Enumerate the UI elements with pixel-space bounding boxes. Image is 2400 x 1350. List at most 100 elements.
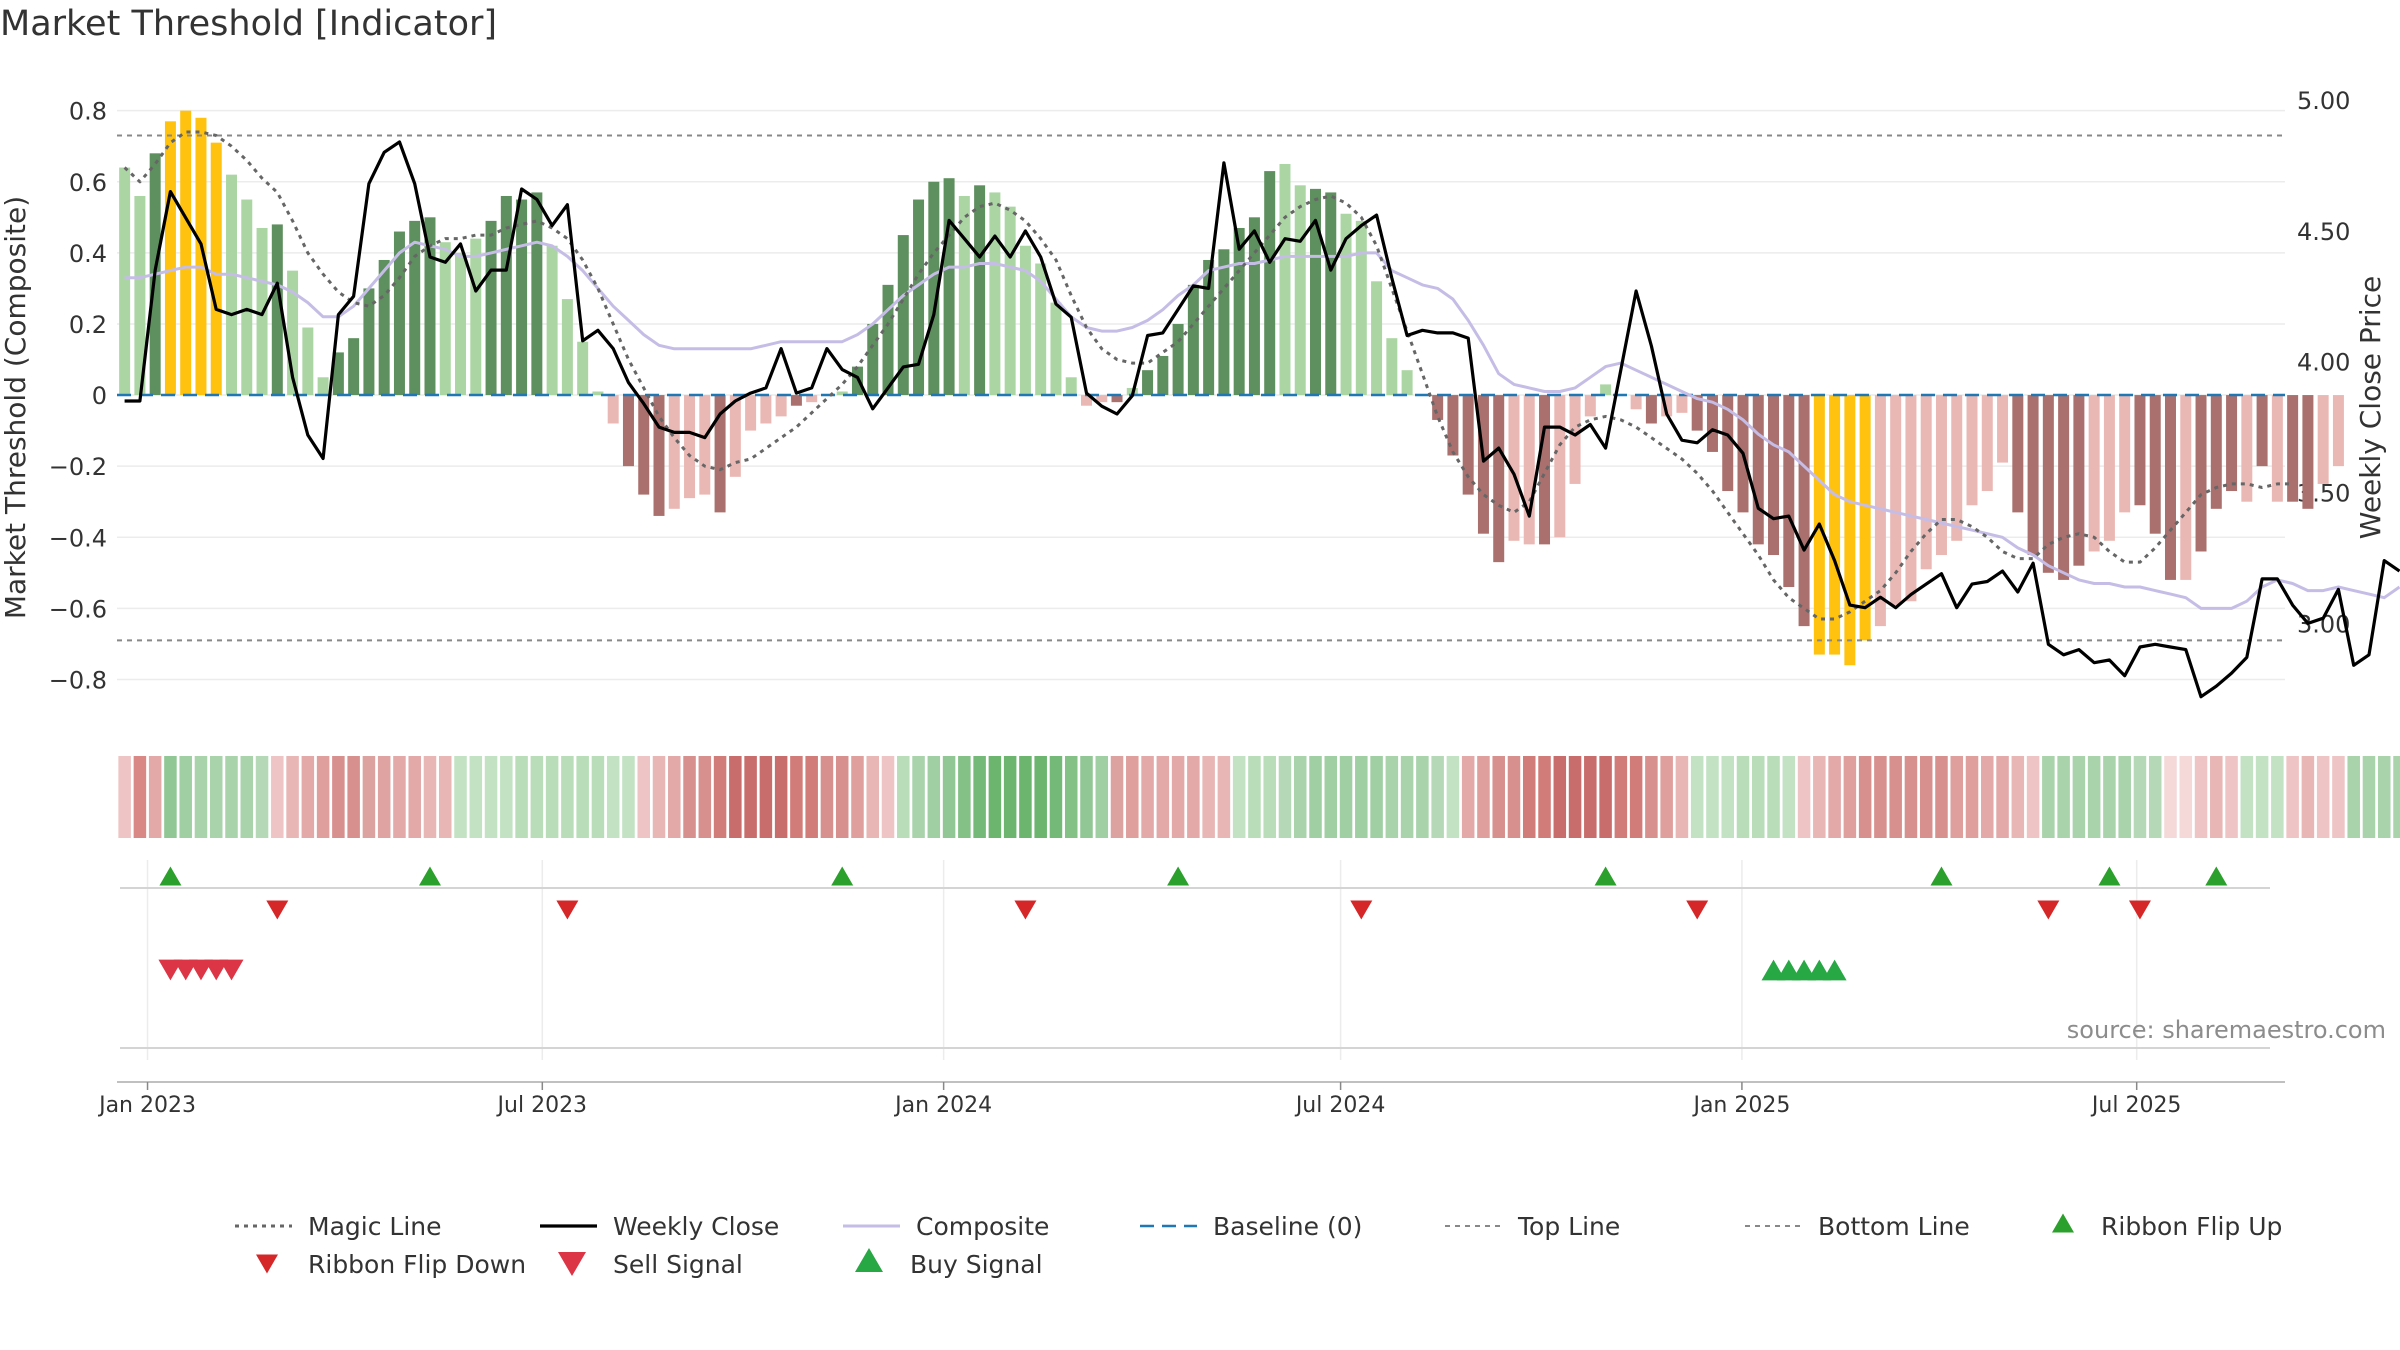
buy-signal-marker	[1807, 959, 1832, 981]
threshold-bar	[119, 167, 131, 396]
threshold-bar	[974, 185, 986, 396]
threshold-bar	[1264, 171, 1276, 396]
ribbon-cell	[240, 756, 254, 838]
legend-label: Composite	[916, 1212, 1049, 1241]
ribbon-cell	[652, 756, 666, 838]
legend-label: Top Line	[1517, 1212, 1620, 1241]
threshold-bar	[1279, 163, 1291, 396]
threshold-bar	[1706, 395, 1718, 452]
threshold-bar	[2180, 395, 2192, 580]
x-tick-label: Jan 2025	[1691, 1093, 1790, 1118]
ribbon-cell	[606, 756, 620, 838]
ribbon-cell	[1110, 756, 1124, 838]
ribbon-cell	[1797, 756, 1811, 838]
ribbon-flip-up-marker	[1930, 866, 1953, 886]
threshold-bar	[241, 199, 253, 396]
threshold-bar	[2058, 395, 2070, 580]
ribbon-cell	[2347, 756, 2360, 838]
ribbon-cell	[545, 756, 559, 838]
threshold-bar	[1829, 395, 1841, 655]
ribbon-cell	[1095, 756, 1109, 838]
threshold-bar	[1096, 395, 1108, 403]
x-tick-label: Jan 2024	[893, 1093, 992, 1118]
ribbon-cell	[1385, 756, 1399, 838]
ribbon-cell	[1126, 756, 1139, 838]
ribbon-cell	[225, 756, 238, 838]
threshold-bar	[2332, 395, 2344, 467]
threshold-bar	[1294, 185, 1306, 396]
ribbon-flip-down-marker	[1350, 900, 1373, 920]
threshold-bar	[164, 121, 176, 396]
threshold-bar	[1019, 245, 1031, 396]
y-tick-label: −0.2	[49, 453, 107, 481]
ribbon-cell	[316, 756, 330, 838]
threshold-bar	[2241, 395, 2253, 502]
threshold-bar	[1859, 395, 1871, 641]
ribbon-cell	[729, 756, 742, 838]
x-tick-label: Jul 2023	[496, 1093, 588, 1118]
ribbon-cell	[1003, 756, 1017, 838]
legend-swatch-ribbon-flip-down	[256, 1254, 278, 1274]
ribbon-cell	[118, 756, 131, 838]
ribbon-cell	[438, 756, 452, 838]
threshold-bar	[470, 238, 482, 396]
ribbon-flip-up-marker	[2098, 866, 2121, 886]
ribbon-cell	[1171, 756, 1185, 838]
ribbon-cell	[1538, 756, 1551, 838]
ribbon-cell	[1568, 756, 1582, 838]
threshold-bar	[1371, 281, 1383, 396]
threshold-bar	[714, 395, 726, 513]
ribbon-cell	[2011, 756, 2025, 838]
threshold-bar	[531, 192, 543, 396]
threshold-bar	[2164, 395, 2176, 580]
ribbon-flip-down-marker	[266, 900, 289, 920]
ribbon-cell	[1675, 756, 1689, 838]
ribbon-cell	[469, 756, 483, 838]
ribbon-cell	[1507, 756, 1521, 838]
threshold-bar	[1844, 395, 1856, 666]
ribbon-cell	[835, 756, 849, 838]
legend-swatch-sell-signal	[558, 1251, 586, 1277]
ribbon-cell	[1248, 756, 1261, 838]
ribbon-cell	[1416, 756, 1429, 838]
ribbon-cell	[2301, 756, 2315, 838]
ribbon-cell	[790, 756, 803, 838]
ribbon-cell	[1477, 756, 1490, 838]
legend-label: Bottom Line	[1818, 1212, 1970, 1241]
threshold-bar	[684, 395, 696, 499]
threshold-bar	[1661, 395, 1673, 417]
threshold-bar	[409, 220, 421, 396]
ribbon-cell	[1049, 756, 1063, 838]
ribbon-cell	[1355, 756, 1368, 838]
ribbon-cell	[2179, 756, 2193, 838]
x-tick-label: Jul 2025	[2090, 1093, 2182, 1118]
ribbon-cell	[1019, 756, 1032, 838]
threshold-bar	[485, 220, 497, 396]
threshold-bar	[2073, 395, 2085, 566]
source-credit: source: sharemaestro.com	[2066, 1016, 2386, 1044]
ribbon-flip-up-marker	[831, 866, 854, 886]
ribbon-flip-down-marker	[2037, 900, 2060, 920]
ribbon-cell	[2286, 756, 2299, 838]
ribbon-cell	[454, 756, 467, 838]
ribbon-flip-up-marker	[2205, 866, 2228, 886]
ribbon-cell	[1370, 756, 1383, 838]
ribbon-cell	[2057, 756, 2070, 838]
threshold-bar	[210, 142, 222, 396]
y-axis-label: Market Threshold (Composite)	[0, 196, 32, 619]
threshold-bar	[760, 395, 772, 424]
ribbon-cell	[484, 756, 498, 838]
threshold-bar	[1310, 188, 1322, 396]
ribbon-cell	[820, 756, 834, 838]
ribbon-cell	[1629, 756, 1643, 838]
threshold-bar	[439, 242, 451, 396]
threshold-bar	[348, 338, 360, 396]
ribbon-cell	[1141, 756, 1154, 838]
legend-label: Magic Line	[308, 1212, 442, 1241]
threshold-bar	[500, 195, 512, 396]
ribbon-cell	[1080, 756, 1093, 838]
ribbon-cell	[1813, 756, 1826, 838]
ribbon-cell	[622, 756, 635, 838]
threshold-bar	[1142, 370, 1154, 396]
buy-signal-marker	[1792, 959, 1817, 981]
